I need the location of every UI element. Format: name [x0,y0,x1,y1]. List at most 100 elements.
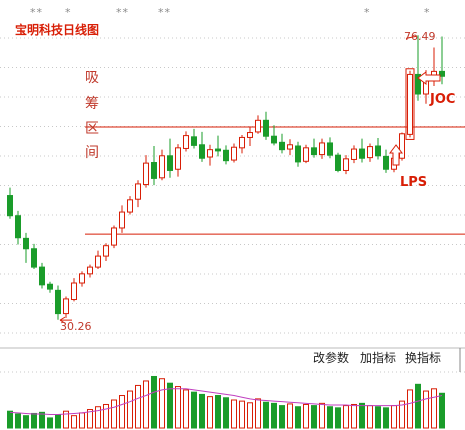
candle-body [415,73,421,95]
candle-body [367,146,373,159]
candle-body [319,142,325,156]
candle-body [287,144,293,150]
volume-bar [335,407,341,429]
candle-body [239,136,245,149]
volume-bar [15,413,21,429]
volume-bar [95,406,101,429]
volume-bar [55,414,61,429]
volume-bar [79,412,85,429]
volume-bar [199,393,205,429]
candlestick-series [7,35,445,320]
marker-4: * [364,6,371,19]
modify-params-button[interactable]: 改参数 [313,351,350,365]
candle-body [191,136,197,146]
volume-series [7,375,445,429]
candle-body [23,237,29,250]
volume-bar [359,402,365,429]
candle-body [327,142,333,156]
joc-label: JOC [430,92,456,107]
volume-bar [263,401,269,429]
volume-bar [175,386,181,429]
candle-body [247,132,253,138]
candle-body [359,148,365,159]
volume-bar [119,395,125,429]
candle-body [207,149,213,158]
volume-bar [351,403,357,429]
zone-char-2: 筹 [85,96,99,112]
volume-bar [63,410,69,429]
volume-bar [127,390,133,429]
volume-bar [271,402,277,429]
volume-bar [143,380,149,429]
candle-body [71,282,77,301]
add-indicator-button[interactable]: 加指标 [360,351,397,365]
marker-1: * [65,6,72,19]
volume-bar [295,406,301,429]
candle-body [119,211,125,229]
zone-char-1: 吸 [85,70,99,86]
volume-bar [191,391,197,429]
volume-bar [223,397,229,429]
candle-body [135,183,141,200]
marker-2: ** [116,6,129,19]
candle-body [335,154,341,171]
switch-indicator-button[interactable]: 换指标 [405,351,442,365]
marker-3: ** [158,6,171,19]
candle-body [111,227,117,246]
candle-body [279,141,285,151]
volume-bar [231,399,237,429]
candle-body [15,215,21,239]
volume-bar [159,378,165,429]
volume-bar [327,406,333,429]
volume-bar [215,395,221,429]
volume-bar [71,415,77,429]
marker-0: ** [30,6,43,19]
candle-body [215,148,221,152]
zone-lines [85,126,465,235]
candle-body [303,147,309,162]
candle-body [127,199,133,213]
volume-bar [151,375,157,429]
volume-bar [47,417,53,429]
volume-bar [111,399,117,429]
volume-bar [23,415,29,429]
candle-body [39,266,45,286]
zone-char-4: 间 [85,145,99,161]
candle-body [375,145,381,157]
candle-body [199,144,205,159]
volume-bar [303,403,309,429]
lps-label: LPS [400,175,428,190]
volume-bar [247,402,253,429]
volume-bar [207,396,213,429]
candle-body [175,147,181,170]
joc-arrow [417,71,441,85]
volume-bar [367,405,373,429]
grid [0,37,465,373]
volume-bar [399,400,405,429]
candle-body [439,70,445,77]
annotation-arrows [59,35,441,324]
high-price-label: 76.49 [404,30,436,43]
volume-bar [279,405,285,429]
marker-5: * [424,6,431,19]
candle-body [231,146,237,161]
volume-bar [287,403,293,429]
candle-body [7,195,13,217]
candle-body [167,155,173,171]
volume-bar [319,402,325,429]
candle-body [407,73,413,135]
volume-bar [439,392,445,429]
candle-body [151,162,157,179]
volume-bar [39,411,45,429]
volume-bar [383,407,389,429]
volume-bar [31,412,37,429]
candle-body [295,145,301,163]
volume-bar [103,403,109,429]
volume-bar [255,398,261,429]
lps-arrow [389,144,403,166]
candle-body [63,298,69,315]
candle-body [95,255,101,268]
volume-ma-line [9,388,443,416]
volume-bar [311,405,317,429]
